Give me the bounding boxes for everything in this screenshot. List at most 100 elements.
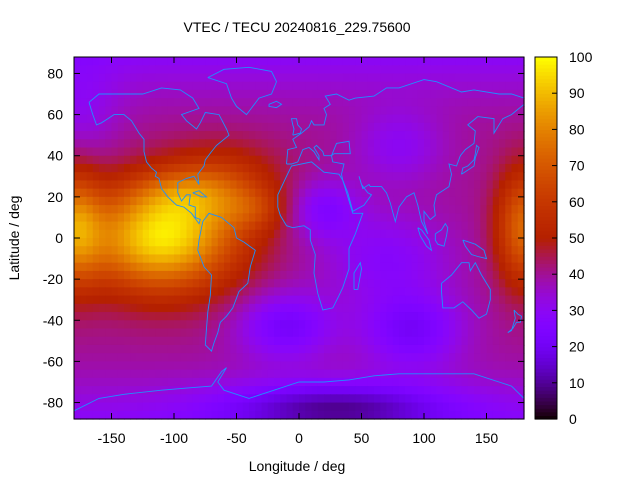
heatmap-cell — [161, 336, 169, 346]
heatmap-cell — [242, 386, 250, 395]
heatmap-cell — [136, 262, 144, 272]
heatmap-cell — [424, 229, 431, 239]
heatmap-cell — [355, 106, 363, 116]
heatmap-cell — [74, 196, 81, 206]
heatmap-cell — [155, 320, 163, 330]
heatmap-cell — [467, 106, 475, 116]
heatmap-cell — [211, 147, 219, 157]
heatmap-cell — [242, 410, 250, 420]
heatmap-cell — [267, 229, 275, 239]
heatmap-cell — [361, 73, 369, 83]
heatmap-cell — [249, 238, 256, 247]
heatmap-cell — [130, 106, 138, 116]
heatmap-cell — [224, 295, 231, 305]
heatmap-cell — [99, 254, 106, 264]
heatmap-cell — [305, 344, 313, 354]
heatmap-cell — [155, 262, 163, 272]
heatmap-cell — [411, 73, 419, 83]
heatmap-cell — [130, 336, 138, 346]
heatmap-cell — [236, 410, 244, 420]
heatmap-cell — [267, 106, 275, 116]
heatmap-cell — [399, 287, 406, 297]
heatmap-cell — [242, 221, 250, 231]
heatmap-cell — [511, 213, 519, 223]
heatmap-cell — [236, 328, 244, 338]
heatmap-cell — [442, 131, 450, 140]
heatmap-cell — [255, 106, 263, 116]
heatmap-cell — [455, 344, 463, 354]
heatmap-cell — [286, 98, 294, 107]
heatmap-cell — [149, 229, 156, 239]
y-tick-label: -60 — [43, 353, 63, 369]
heatmap-cell — [199, 394, 206, 404]
heatmap-cell — [174, 73, 181, 83]
heatmap-cell — [436, 254, 444, 264]
heatmap-cell — [267, 81, 275, 91]
heatmap-cell — [492, 57, 500, 66]
heatmap-cell — [224, 312, 231, 321]
heatmap-cell — [92, 114, 100, 124]
heatmap-cell — [505, 270, 513, 280]
heatmap-cell — [342, 353, 350, 363]
heatmap-cell — [217, 73, 225, 83]
heatmap-cell — [474, 344, 481, 354]
heatmap-cell — [405, 196, 413, 206]
heatmap-cell — [386, 353, 394, 363]
heatmap-cell — [124, 254, 131, 264]
heatmap-cell — [355, 344, 363, 354]
y-tick-label: 20 — [47, 189, 63, 205]
heatmap-cell — [99, 410, 106, 420]
heatmap-cell — [399, 172, 406, 182]
heatmap-cell — [205, 295, 213, 305]
heatmap-cell — [186, 221, 194, 231]
heatmap-cell — [130, 254, 138, 264]
heatmap-cell — [430, 122, 438, 132]
heatmap-cell — [455, 279, 463, 288]
heatmap-cell — [492, 303, 500, 313]
heatmap-cell — [442, 213, 450, 223]
heatmap-cell — [305, 180, 313, 190]
heatmap-cell — [92, 386, 100, 395]
heatmap-cell — [430, 188, 438, 198]
heatmap-cell — [224, 344, 231, 354]
heatmap-cell — [436, 312, 444, 321]
heatmap-cell — [455, 410, 463, 420]
heatmap-cell — [217, 172, 225, 182]
heatmap-cell — [136, 287, 144, 297]
heatmap-cell — [261, 172, 269, 182]
heatmap-cell — [80, 57, 88, 66]
heatmap-cell — [430, 279, 438, 288]
heatmap-cell — [311, 344, 319, 354]
heatmap-cell — [411, 328, 419, 338]
heatmap-cell — [436, 196, 444, 206]
heatmap-cell — [280, 402, 288, 412]
heatmap-cell — [280, 353, 288, 363]
heatmap-cell — [499, 353, 506, 363]
heatmap-cell — [224, 139, 231, 149]
heatmap-cell — [124, 287, 131, 297]
heatmap-cell — [92, 344, 100, 354]
heatmap-cell — [236, 106, 244, 116]
heatmap-cell — [236, 205, 244, 214]
colorbar-band — [535, 404, 557, 409]
heatmap-cell — [486, 98, 494, 107]
heatmap-cell — [249, 262, 256, 272]
uk-coastline — [290, 118, 303, 136]
heatmap-cell — [124, 188, 131, 198]
heatmap-cell — [236, 89, 244, 99]
heatmap-cell — [499, 163, 506, 173]
heatmap-cell — [161, 205, 169, 214]
heatmap-cell — [417, 106, 425, 116]
heatmap-cell — [430, 98, 438, 107]
heatmap-cell — [199, 344, 206, 354]
heatmap-cell — [92, 262, 100, 272]
heatmap-cell — [174, 410, 181, 420]
heatmap-cell — [367, 336, 375, 346]
heatmap-cell — [274, 155, 281, 165]
heatmap-cell — [492, 287, 500, 297]
heatmap-cell — [142, 270, 150, 280]
colorbar-band — [535, 411, 557, 416]
heatmap-cell — [180, 312, 188, 321]
